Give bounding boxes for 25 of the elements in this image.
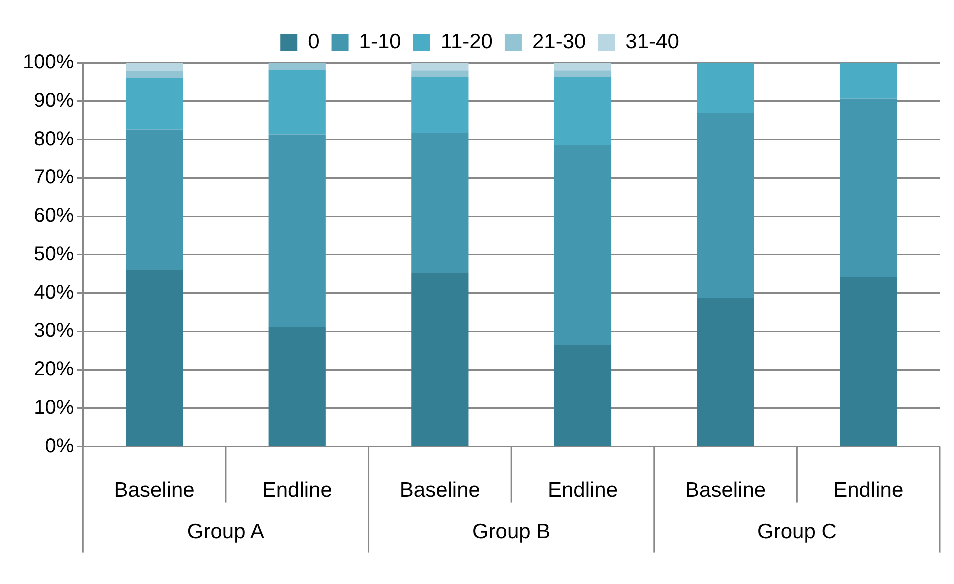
- y-tick-label: 20%: [34, 358, 74, 381]
- y-tick-label: 90%: [34, 90, 74, 112]
- y-tick-label: 50%: [34, 243, 74, 266]
- x-tick-label: Baseline: [114, 479, 195, 502]
- x-tick-label: Baseline: [400, 479, 480, 502]
- legend-label: 31-40: [626, 30, 680, 54]
- legend-label: 0: [308, 30, 320, 54]
- text: Group C: [758, 520, 837, 544]
- y-tick-label: 40%: [34, 282, 74, 304]
- legend-label: 11-20: [440, 30, 493, 54]
- y-tick-label: 10%: [34, 396, 74, 419]
- x-tick-label: Endline: [548, 479, 618, 502]
- y-tick-label: 80%: [34, 128, 74, 150]
- x-tick-label: Baseline: [686, 479, 766, 502]
- y-tick-label: 0%: [45, 435, 74, 458]
- text: Group A: [187, 520, 264, 544]
- legend-label: 21-30: [532, 30, 586, 54]
- x-tick-label: Endline: [262, 479, 332, 502]
- y-tick-label: 60%: [34, 205, 74, 228]
- y-tick-label: 30%: [34, 320, 74, 342]
- legend-label: 1-10: [359, 30, 402, 54]
- x-tick-label: Endline: [834, 479, 904, 502]
- text: Group B: [472, 520, 551, 544]
- y-tick-label: 70%: [34, 166, 74, 189]
- y-tick-label: 100%: [22, 52, 74, 74]
